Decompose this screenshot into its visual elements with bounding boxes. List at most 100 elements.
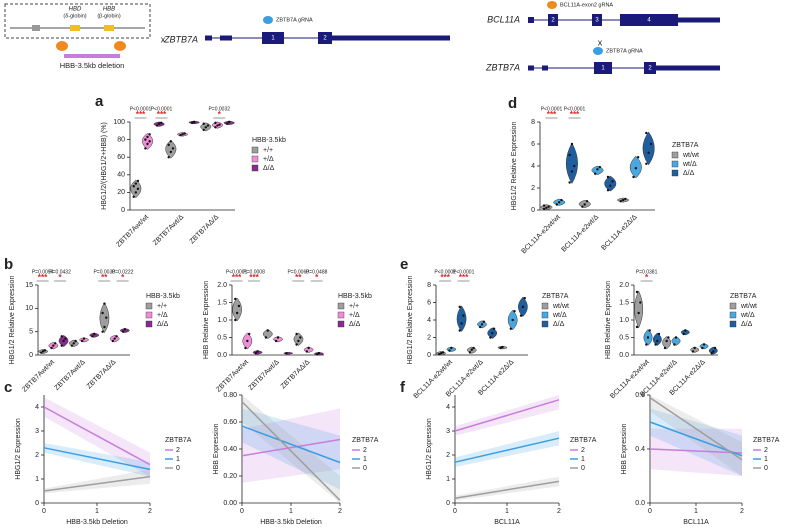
y-tick-label: 0.0 <box>635 500 645 507</box>
y-tick-label: 0 <box>35 500 39 507</box>
legend-swatch <box>251 164 259 172</box>
data-point <box>555 203 559 206</box>
legend-swatch <box>251 146 259 154</box>
exon <box>620 14 678 26</box>
data-point <box>570 170 574 173</box>
data-point <box>64 337 67 340</box>
legend-label: +/Δ <box>263 156 274 163</box>
data-point <box>157 122 161 125</box>
data-point <box>691 350 695 353</box>
data-point <box>458 329 461 332</box>
legend-title: HBB-3.5kb <box>338 293 372 300</box>
data-point <box>307 346 310 350</box>
data-point <box>702 343 706 346</box>
legend-label: 1 <box>581 456 585 463</box>
legend-label: 2 <box>581 447 585 454</box>
data-point <box>606 175 610 179</box>
exon <box>528 17 534 23</box>
diagram-left: HBD (δ-globin) HBB (β-globin) HBB-3.5kb … <box>4 3 450 70</box>
significance: * <box>59 273 63 282</box>
grna-label: BCL11A-exon2 gRNA <box>560 2 613 8</box>
data-point <box>52 344 55 347</box>
data-point <box>468 351 472 354</box>
legend-swatch <box>145 320 153 328</box>
data-point <box>673 343 676 346</box>
confidence-band <box>242 408 340 490</box>
y-tick-label: 100 <box>113 119 125 126</box>
data-point <box>136 179 140 183</box>
legend-label: 2 <box>176 447 180 454</box>
violin <box>142 133 153 150</box>
data-point <box>545 206 548 209</box>
violin <box>165 140 177 159</box>
gene-box <box>32 25 40 31</box>
x-tick-label: ZBTB7Awt/wt <box>115 214 150 249</box>
confidence-band <box>650 395 742 476</box>
data-point <box>594 172 597 175</box>
y-tick-label: 0.5 <box>217 334 227 341</box>
data-point <box>663 346 667 350</box>
p-value: P<0.0001 <box>226 269 248 275</box>
significance: * <box>218 110 222 119</box>
trend-line <box>241 425 341 464</box>
legend-title: ZBTB7A <box>672 142 699 149</box>
gene-label: HBB <box>103 7 115 13</box>
data-point <box>214 121 217 125</box>
data-point <box>204 126 208 129</box>
gene-label: (δ-globin) <box>63 13 86 19</box>
legend-label: wt/wt <box>552 303 569 310</box>
trend-line <box>241 401 341 501</box>
data-point <box>701 346 704 350</box>
data-point <box>155 124 159 127</box>
legend-swatch <box>729 320 737 328</box>
legend-title: ZBTB7A <box>753 437 780 444</box>
violin <box>99 302 110 334</box>
data-point <box>148 133 151 136</box>
x-tick-label: 0 <box>648 508 652 515</box>
data-point <box>501 345 504 349</box>
data-point <box>637 311 640 315</box>
legend-swatch <box>337 302 345 310</box>
y-tick-label: 4 <box>427 317 431 324</box>
data-point <box>509 327 513 330</box>
data-point <box>225 122 229 125</box>
confidence-band <box>455 431 559 467</box>
legend-title: HBB-3.5kb <box>146 293 180 300</box>
y-tick-label: 8 <box>427 282 431 289</box>
violin <box>283 351 294 355</box>
data-point <box>645 162 648 165</box>
data-point <box>480 323 484 326</box>
data-point <box>568 181 571 184</box>
panel-label: b <box>4 256 13 273</box>
exon <box>262 32 284 44</box>
data-point <box>132 195 135 198</box>
data-point <box>101 311 104 315</box>
data-point <box>441 351 445 354</box>
data-point <box>74 339 77 343</box>
y-tick-label: 10 <box>25 305 33 312</box>
significance: ** <box>101 273 108 282</box>
data-point <box>657 332 661 336</box>
y-tick-label: 0.8 <box>635 392 645 399</box>
exon <box>592 14 602 26</box>
y-tick-label: 1 <box>35 476 39 483</box>
data-point <box>624 197 627 201</box>
data-point <box>609 184 612 187</box>
data-point <box>585 200 589 203</box>
y-tick-label: 6 <box>531 141 535 148</box>
trend-line <box>43 447 151 471</box>
y-tick-label: 5 <box>29 329 33 336</box>
gene-label: HBD <box>69 7 82 13</box>
data-point <box>192 120 196 124</box>
exon <box>548 14 558 26</box>
data-point <box>227 120 231 124</box>
data-point <box>234 297 237 301</box>
x-tick-label: 1 <box>505 508 509 515</box>
x-axis-label: HBB-3.5kb Deletion <box>260 519 322 526</box>
legend-swatch <box>671 160 679 168</box>
data-point <box>619 200 622 203</box>
x-tick-label: 2 <box>148 508 152 515</box>
data-point <box>492 327 496 330</box>
data-point <box>568 153 571 157</box>
y-tick-label: 1.0 <box>217 317 227 324</box>
